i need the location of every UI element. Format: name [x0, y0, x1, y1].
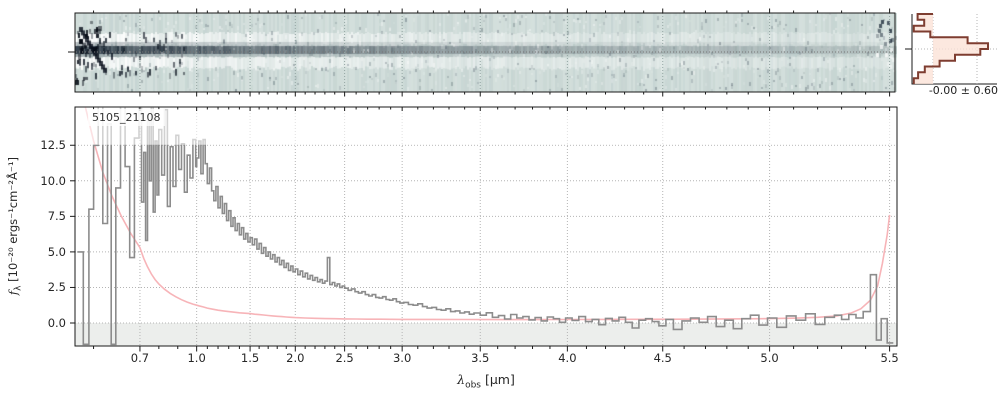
- x-axis-label-symbol: λ: [457, 372, 466, 387]
- x-tick-label: 1.0: [187, 351, 206, 365]
- 2d-spectrum-image: [75, 13, 897, 92]
- x-tick-label: 0.7: [130, 351, 150, 365]
- y-tick-label: 2.5: [47, 280, 66, 295]
- y-tick-label: 0.0: [47, 316, 66, 330]
- x-axis-label-sub: obs: [465, 380, 481, 391]
- x-axis-label: λobs [μm]: [75, 372, 897, 391]
- x-tick-label: 5.5: [880, 351, 899, 365]
- y-tick-label: 5.0: [47, 244, 66, 259]
- spectrum-series: [77, 107, 894, 346]
- x-tick-label: 2.0: [286, 351, 305, 365]
- y-tick-label: 7.5: [47, 209, 66, 224]
- x-tick-label: 5.0: [760, 351, 779, 365]
- source-id-label: 5105_21108: [88, 109, 165, 126]
- y-axis-label: fλ [10⁻²⁰ ergs⁻¹cm⁻²Å⁻¹]: [6, 76, 24, 376]
- y-tick-label: 12.5: [40, 138, 66, 153]
- profile-step-line: [912, 13, 989, 84]
- x-tick-label: 3.0: [392, 351, 412, 365]
- x-tick-label: 1.5: [240, 351, 260, 365]
- profile-histogram-panel: [912, 13, 997, 84]
- x-tick-label: 4.0: [558, 351, 577, 365]
- x-tick-label: 4.5: [653, 351, 672, 365]
- spectrum-line: [77, 107, 894, 346]
- uncertainty-line: [84, 107, 891, 321]
- y-axis-label-symbol: f: [6, 290, 20, 296]
- x-axis-label-unit: [μm]: [481, 372, 515, 387]
- y-axis-label-unit: [10⁻²⁰ ergs⁻¹cm⁻²Å⁻¹]: [6, 156, 20, 286]
- x-tick-label: 3.5: [471, 351, 490, 365]
- profile-stat-label: -0.00 ± 0.60: [928, 84, 998, 97]
- profile-fill: [913, 14, 988, 84]
- x-tick-label: 2.5: [335, 351, 354, 365]
- y-tick-label: 10.0: [40, 173, 66, 188]
- y-axis-label-sub: λ: [13, 285, 24, 291]
